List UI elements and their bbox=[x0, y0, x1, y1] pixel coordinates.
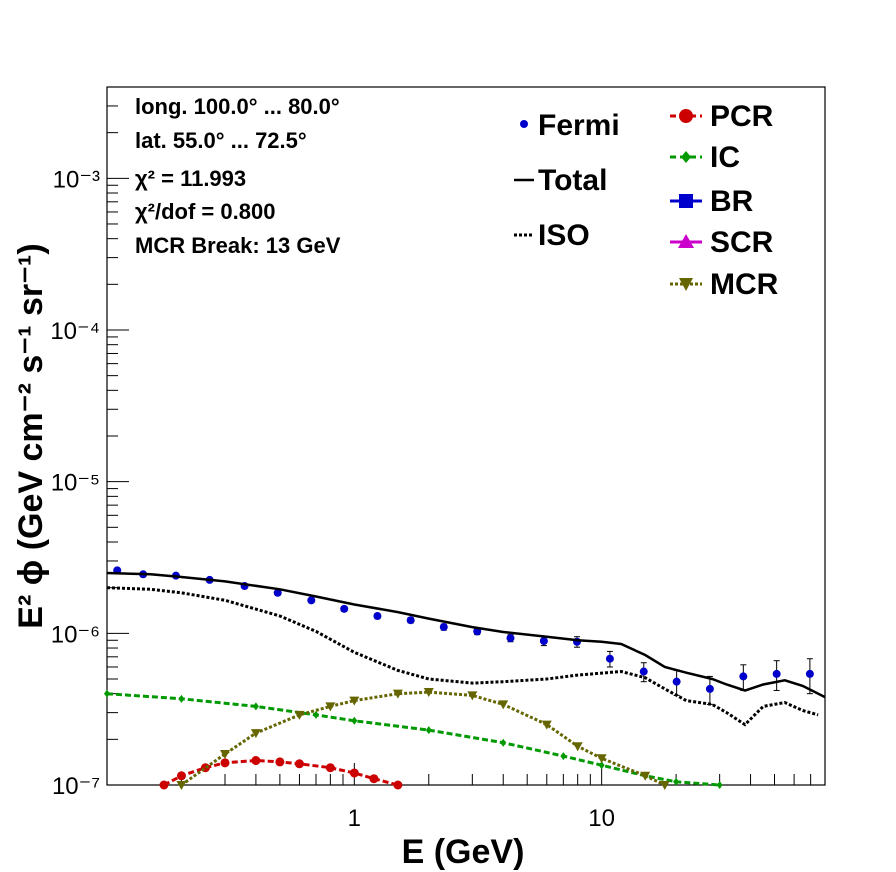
legend-mcr-label: MCR bbox=[710, 268, 779, 301]
mcr-marker bbox=[294, 710, 305, 720]
fermi-point bbox=[506, 634, 515, 643]
ic-marker bbox=[178, 694, 185, 703]
x-tick-label: 10 bbox=[588, 805, 615, 832]
fermi-point bbox=[739, 672, 748, 681]
fermi-point bbox=[273, 588, 282, 597]
ic-marker bbox=[560, 752, 567, 761]
iso-line bbox=[106, 586, 819, 727]
fermi-point bbox=[705, 684, 714, 693]
legend-br-label: BR bbox=[710, 185, 754, 218]
pcr-marker bbox=[369, 774, 379, 784]
y-tick-label: 10⁻⁷ bbox=[52, 773, 100, 800]
pcr-marker bbox=[393, 780, 403, 790]
fermi-point bbox=[439, 623, 448, 632]
fermi-point bbox=[672, 677, 681, 686]
mcr-marker bbox=[220, 750, 231, 760]
ic-marker bbox=[313, 710, 320, 719]
legend-right: PCR IC BR SCR MCR bbox=[670, 100, 779, 301]
legend-mcr-marker bbox=[679, 278, 693, 291]
fermi-point bbox=[307, 596, 316, 605]
pcr-marker bbox=[176, 771, 186, 781]
pcr-marker bbox=[294, 759, 304, 769]
ic-marker bbox=[673, 777, 680, 786]
mcr-marker bbox=[572, 742, 583, 752]
fermi-point bbox=[406, 616, 415, 625]
legend-pcr-marker bbox=[679, 109, 693, 123]
mcr-marker bbox=[423, 688, 434, 698]
pcr-marker bbox=[251, 756, 261, 766]
pcr-marker bbox=[159, 780, 169, 790]
info-line-2: χ² = 11.993 bbox=[135, 166, 246, 191]
legend-fermi-marker bbox=[520, 120, 528, 128]
fermi-point bbox=[805, 669, 814, 678]
fermi-point bbox=[772, 669, 781, 678]
y-tick-label: 10⁻⁴ bbox=[50, 318, 100, 345]
info-line-3: χ²/dof = 0.800 bbox=[135, 199, 275, 224]
pcr-marker bbox=[220, 758, 230, 768]
x-tick-label: 1 bbox=[348, 805, 361, 832]
info-line-0: long. 100.0° ... 80.0° bbox=[135, 94, 340, 119]
mcr-marker bbox=[596, 754, 607, 764]
y-axis-title: E² ϕ (GeV cm⁻² s⁻¹ sr⁻¹) bbox=[12, 243, 50, 628]
legend-pcr-label: PCR bbox=[710, 100, 774, 133]
legend-left: Fermi Total ISO bbox=[514, 109, 620, 252]
legend-br-marker bbox=[679, 194, 693, 208]
pcr-marker bbox=[275, 757, 285, 767]
mcr-marker bbox=[349, 696, 360, 706]
series-layer bbox=[104, 566, 826, 790]
fermi-point bbox=[639, 667, 648, 676]
mcr-marker bbox=[640, 771, 651, 781]
legend-fermi-label: Fermi bbox=[538, 109, 620, 142]
fermi-point bbox=[373, 612, 382, 621]
y-tick-label: 10⁻⁶ bbox=[51, 621, 100, 648]
legend-ic-label: IC bbox=[710, 141, 740, 174]
mcr-marker bbox=[250, 729, 261, 739]
mcr-marker bbox=[659, 781, 670, 790]
y-tick-label: 10⁻⁵ bbox=[51, 470, 100, 497]
ic-marker bbox=[252, 702, 259, 711]
ic-marker bbox=[351, 716, 358, 725]
mcr-marker bbox=[467, 691, 478, 701]
legend-iso-label: ISO bbox=[538, 219, 590, 252]
pcr-marker bbox=[349, 768, 359, 778]
legend-total-label: Total bbox=[538, 164, 607, 197]
fermi-point bbox=[539, 637, 548, 646]
y-tick-label: 10⁻³ bbox=[53, 166, 100, 193]
mcr-marker bbox=[392, 689, 403, 699]
pcr-marker bbox=[325, 763, 335, 773]
total-line bbox=[106, 571, 826, 699]
legend-scr-label: SCR bbox=[710, 226, 774, 259]
mcr-line bbox=[180, 690, 666, 787]
ic-marker bbox=[425, 726, 432, 735]
ic-marker bbox=[104, 689, 110, 698]
ic-marker bbox=[500, 738, 507, 747]
fermi-point bbox=[605, 654, 614, 663]
mcr-marker bbox=[498, 700, 509, 710]
mcr-marker bbox=[325, 702, 336, 712]
info-line-4: MCR Break: 13 GeV bbox=[135, 233, 341, 258]
x-axis-title: E (GeV) bbox=[402, 833, 525, 871]
ic-marker bbox=[716, 781, 723, 789]
fermi-point bbox=[340, 604, 349, 613]
mcr-marker bbox=[176, 781, 187, 790]
legend-scr-marker bbox=[678, 234, 694, 248]
info-block: long. 100.0° ... 80.0° lat. 55.0° ... 72… bbox=[135, 94, 341, 258]
legend-ic-marker bbox=[681, 151, 691, 163]
info-line-1: lat. 55.0° ... 72.5° bbox=[135, 128, 307, 153]
axis-ticks: 1 10 10⁻⁷ 10⁻⁶ 10⁻⁵ 10⁻⁴ 10⁻³ bbox=[50, 86, 826, 832]
mcr-marker bbox=[541, 720, 552, 730]
ic-marker bbox=[598, 761, 605, 770]
